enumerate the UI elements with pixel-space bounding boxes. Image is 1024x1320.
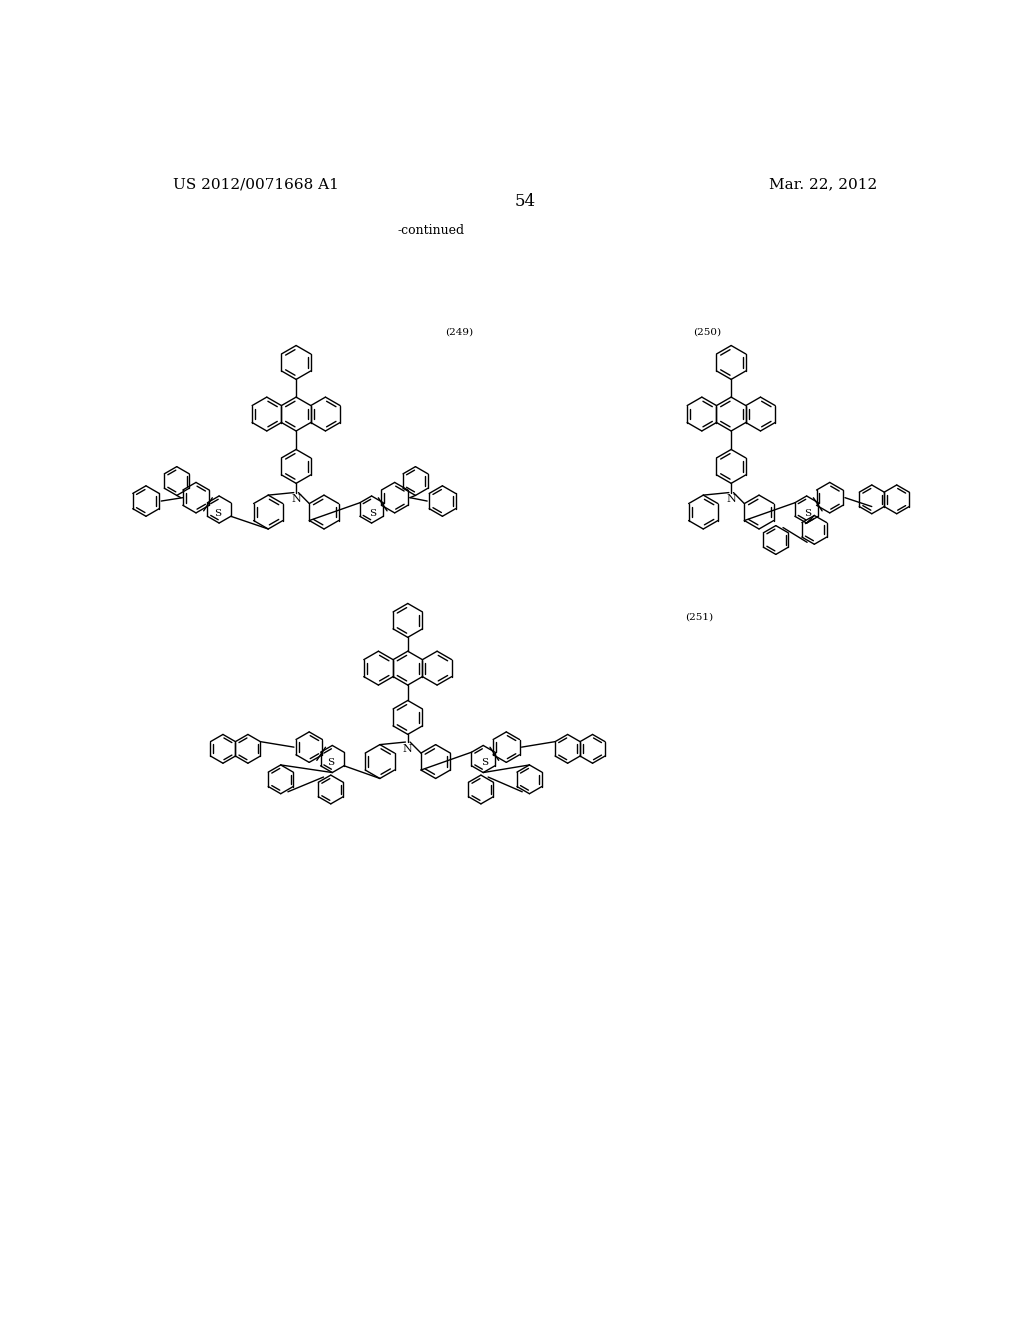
Text: S: S (805, 510, 812, 517)
Text: N: N (291, 494, 301, 504)
Text: US 2012/0071668 A1: US 2012/0071668 A1 (173, 178, 339, 191)
Text: -continued: -continued (397, 224, 465, 236)
Text: S: S (370, 510, 377, 517)
Text: Mar. 22, 2012: Mar. 22, 2012 (769, 178, 878, 191)
Text: (250): (250) (692, 327, 721, 337)
Text: S: S (328, 759, 334, 767)
Text: N: N (402, 743, 413, 754)
Text: S: S (481, 759, 488, 767)
Text: S: S (214, 510, 221, 517)
Text: 54: 54 (514, 193, 536, 210)
Text: (249): (249) (444, 327, 473, 337)
Text: (251): (251) (685, 612, 713, 622)
Text: N: N (726, 494, 736, 504)
